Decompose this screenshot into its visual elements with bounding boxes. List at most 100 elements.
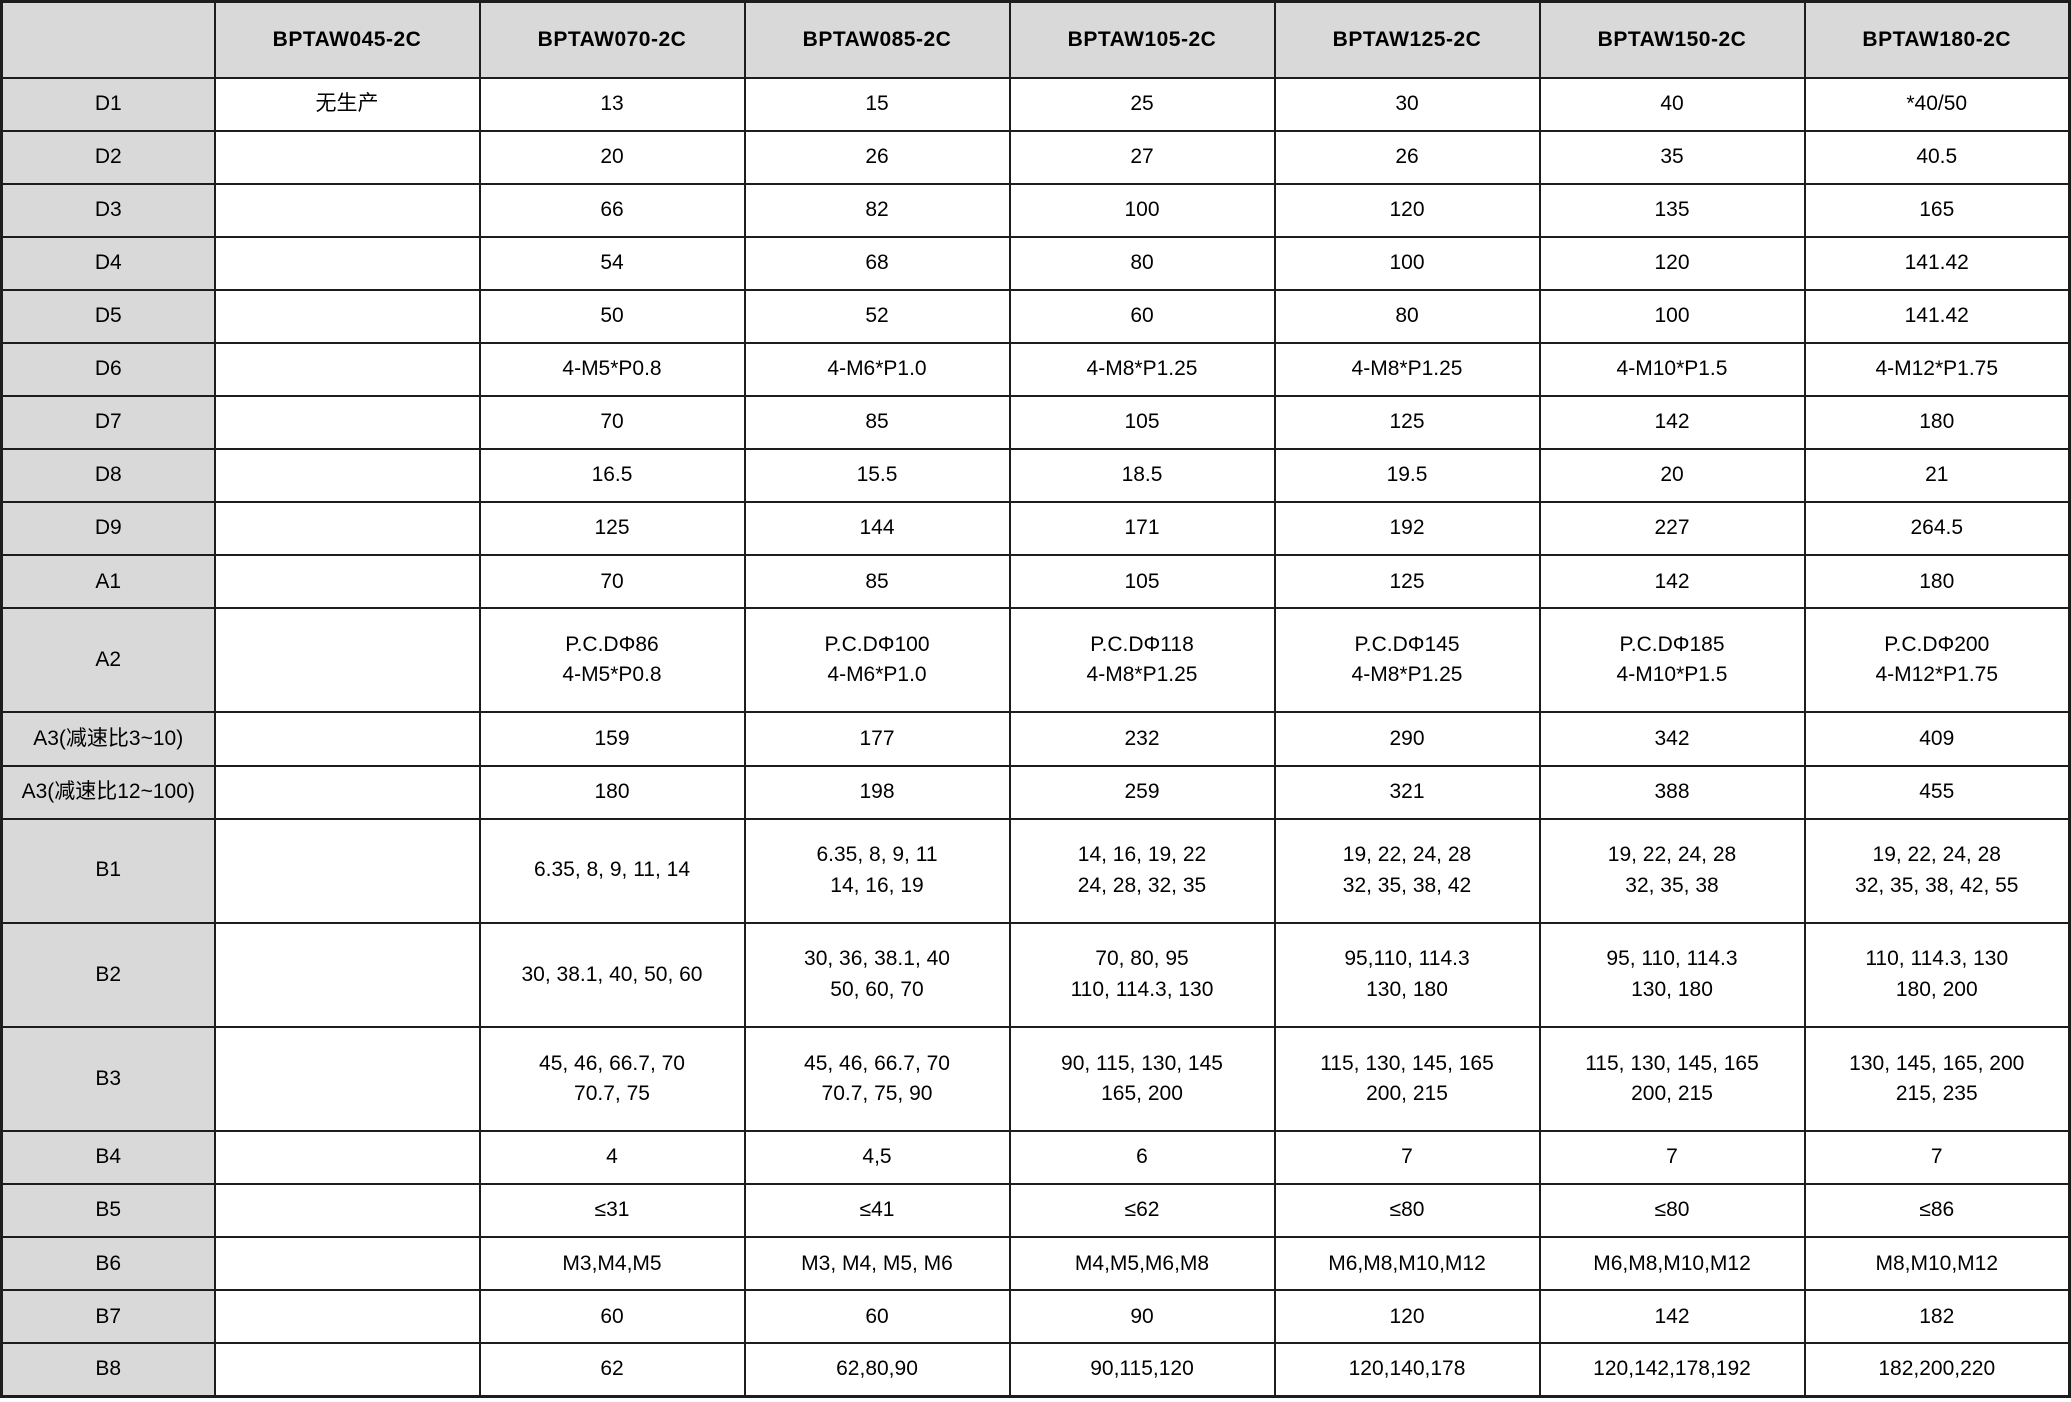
spec-cell: P.C.DΦ118 4-M8*P1.25 [1008,607,1276,714]
spec-cell: 198 [743,764,1011,820]
spec-cell: 259 [1008,764,1276,820]
spec-cell: 14, 16, 19, 22 24, 28, 32, 35 [1008,817,1276,924]
row-label: D7 [0,394,216,451]
spec-cell: 90 [1008,1289,1276,1345]
spec-cell: 45, 46, 66.7, 70 70.7, 75 [478,1025,746,1133]
row-label: A1 [0,554,216,610]
spec-cell: 19, 22, 24, 28 32, 35, 38, 42, 55 [1803,817,2071,924]
spec-cell: 62,80,90 [743,1342,1011,1398]
spec-cell: 120 [1538,235,1806,291]
spec-cell: 4-M8*P1.25 [1008,341,1276,397]
spec-cell: 409 [1803,711,2071,767]
spec-cell: 110, 114.3, 130 180, 200 [1803,921,2071,1028]
spec-cell: 232 [1008,711,1276,767]
row-label: D1 [0,76,216,132]
spec-cell: 120,140,178 [1273,1342,1541,1398]
table-row: B1 6.35, 8, 9, 11, 14 6.35, 8, 9, 11 14, 1… [0,817,2071,924]
spec-cell: 4-M8*P1.25 [1273,341,1541,397]
row-label: D5 [0,288,216,344]
spec-cell: 105 [1008,394,1276,451]
spec-cell: 4-M6*P1.0 [743,341,1011,397]
corner-cell [0,0,216,79]
row-label: A3(减速比3~10) [0,711,216,767]
spec-cell: 无生产 [213,76,481,132]
spec-cell: 40 [1538,76,1806,132]
spec-cell: 100 [1008,182,1276,238]
spec-cell: 15 [743,76,1011,132]
spec-cell: 18.5 [1008,448,1276,504]
table-row: A3(减速比12~100) 180 198 259 321 388 455 [0,764,2071,820]
spec-cell: 13 [478,76,746,132]
table-row: A2 P.C.DΦ86 4-M5*P0.8 P.C.DΦ100 4-M6*P1.0 P… [0,607,2071,714]
row-label: D4 [0,235,216,291]
row-label: B8 [0,1342,216,1398]
row-label: A3(减速比12~100) [0,764,216,820]
spec-cell: ≤41 [743,1183,1011,1239]
spec-cell: 165 [1803,182,2071,238]
spec-cell: 455 [1803,764,2071,820]
spec-cell: 135 [1538,182,1806,238]
spec-cell: 70 [478,394,746,451]
spec-cell: 130, 145, 165, 200 215, 235 [1803,1025,2071,1133]
spec-cell: 27 [1008,129,1276,185]
spec-cell: M6,M8,M10,M12 [1538,1236,1806,1292]
spec-cell: 26 [1273,129,1541,185]
spec-cell: P.C.DΦ200 4-M12*P1.75 [1803,607,2071,714]
spec-cell: 182,200,220 [1803,1342,2071,1398]
spec-cell: 125 [1273,554,1541,610]
table-row: B3 45, 46, 66.7, 70 70.7, 75 45, 46, 66.7,… [0,1025,2071,1133]
spec-cell [213,394,481,451]
spec-cell: 60 [478,1289,746,1345]
spec-cell: 20 [478,129,746,185]
spec-cell: 7 [1538,1130,1806,1186]
spec-cell: 115, 130, 145, 165 200, 215 [1538,1025,1806,1133]
spec-cell: ≤80 [1538,1183,1806,1239]
spec-cell: M3, M4, M5, M6 [743,1236,1011,1292]
spec-cell: 95,110, 114.3 130, 180 [1273,921,1541,1028]
row-label: D8 [0,448,216,504]
spec-cell: 120,142,178,192 [1538,1342,1806,1398]
spec-cell: 4-M10*P1.5 [1538,341,1806,397]
spec-cell [213,1183,481,1239]
spec-cell [213,448,481,504]
spec-cell [213,711,481,767]
spec-cell [213,341,481,397]
table-row: A1 70 85 105 125 142 180 [0,554,2071,610]
spec-cell: 141.42 [1803,235,2071,291]
spec-cell: 16.5 [478,448,746,504]
column-header: BPTAW150-2C [1538,0,1806,79]
spec-cell: 15.5 [743,448,1011,504]
spec-cell: 40.5 [1803,129,2071,185]
spec-cell: 50 [478,288,746,344]
row-label: D9 [0,501,216,557]
column-header: BPTAW105-2C [1008,0,1276,79]
table-row: B4 4 4,5 6 7 7 7 [0,1130,2071,1186]
spec-cell: 180 [478,764,746,820]
spec-cell: 30 [1273,76,1541,132]
table-row: D2 20 26 27 26 35 40.5 [0,129,2071,185]
spec-cell: *40/50 [1803,76,2071,132]
spec-cell: M3,M4,M5 [478,1236,746,1292]
spec-cell: 19, 22, 24, 28 32, 35, 38 [1538,817,1806,924]
spec-cell: 70, 80, 95 110, 114.3, 130 [1008,921,1276,1028]
spec-cell: 180 [1803,554,2071,610]
table-row: D1 无生产 13 15 25 30 40 *40/50 [0,76,2071,132]
spec-cell: 95, 110, 114.3 130, 180 [1538,921,1806,1028]
table-row: D3 66 82 100 120 135 165 [0,182,2071,238]
spec-cell: 7 [1273,1130,1541,1186]
spec-cell: 144 [743,501,1011,557]
spec-cell: 62 [478,1342,746,1398]
column-header: BPTAW045-2C [213,0,481,79]
spec-cell [213,921,481,1028]
spec-cell: 35 [1538,129,1806,185]
spec-cell [213,235,481,291]
spec-cell: 80 [1273,288,1541,344]
spec-cell [213,1342,481,1398]
row-label: B7 [0,1289,216,1345]
spec-cell: 141.42 [1803,288,2071,344]
spec-cell [213,817,481,924]
spec-cell: 90, 115, 130, 145 165, 200 [1008,1025,1276,1133]
spec-cell [213,1025,481,1133]
spec-cell: P.C.DΦ86 4-M5*P0.8 [478,607,746,714]
